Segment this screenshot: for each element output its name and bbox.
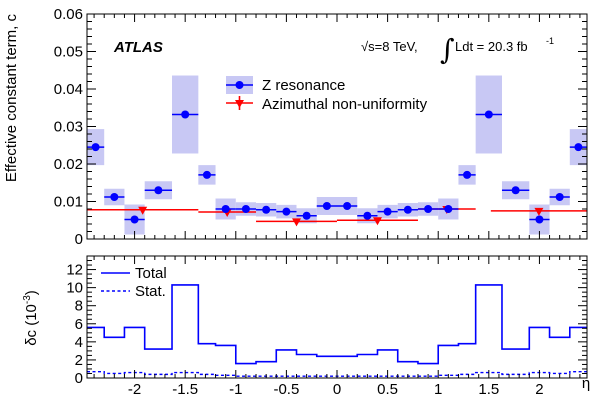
legend-total-label: Total [135, 265, 167, 282]
bottom-ytick-label-2: 4 [75, 334, 83, 351]
z-point-16 [424, 205, 433, 213]
z-resonance-series [87, 110, 587, 224]
z-point-9 [282, 207, 291, 216]
z-point-10 [302, 211, 311, 220]
z-point-0 [91, 143, 100, 152]
z-point-17 [444, 205, 453, 213]
experiment-label: ATLAS [113, 39, 163, 56]
energy-label: √s=8 TeV, [361, 39, 418, 54]
z-point-20 [511, 186, 520, 195]
bottom-y-label-suffix: ) [23, 290, 40, 295]
top-axes: 0 0.01 0.02 0.03 0.04 0.05 0.06 [54, 6, 587, 248]
energy-luminosity-label: √s=8 TeV, ∫ Ldt = 20.3 fb -1 [361, 33, 554, 66]
bottom-xtick-label-4: 0 [333, 381, 341, 398]
bottom-xtick-label-7: 1.5 [478, 381, 499, 398]
z-point-11 [322, 202, 331, 210]
azimuthal-series [87, 206, 587, 227]
z-point-1 [110, 193, 119, 201]
azimuthal-point-2 [292, 218, 302, 227]
z-point-4 [181, 110, 190, 119]
bottom-xtick-label-6: 1 [434, 381, 442, 398]
bottom-xtick-label-1: -1.5 [172, 381, 198, 398]
legend-azimuthal-label: Azimuthal non-uniformity [262, 96, 428, 113]
luminosity-label: Ldt = 20.3 fb [455, 39, 528, 54]
z-point-2 [130, 215, 139, 224]
z-point-12 [343, 202, 352, 210]
legend-azimuthal-marker [235, 100, 244, 108]
legend-z-marker [235, 81, 244, 89]
z-point-5 [202, 170, 211, 179]
z-point-14 [383, 207, 392, 216]
top-ytick-label-3: 0.03 [54, 119, 83, 136]
bottom-xtick-label-2: -1 [229, 381, 242, 398]
top-y-axis-label: Effective constant term, c [3, 14, 20, 183]
luminosity-exponent: -1 [546, 36, 554, 46]
top-ytick-label-0: 0 [75, 231, 83, 248]
bottom-y-label-exponent: -3 [22, 295, 33, 304]
legend-z-label: Z resonance [262, 77, 345, 94]
azimuthal-point-3 [372, 217, 382, 226]
z-point-7 [241, 205, 250, 213]
z-point-6 [221, 205, 230, 213]
top-ytick-label-1: 0.01 [54, 194, 83, 211]
bottom-ytick-label-0: 0 [75, 370, 83, 387]
legend-item-azimuthal: Azimuthal non-uniformity [226, 96, 428, 113]
z-point-21 [535, 215, 544, 224]
z-point-22 [555, 193, 564, 201]
top-ytick-label-6: 0.06 [54, 6, 83, 23]
legend-item-z-resonance: Z resonance [226, 76, 345, 94]
z-point-3 [154, 186, 163, 195]
z-point-18 [463, 170, 472, 179]
bottom-ytick-label-4: 8 [75, 298, 83, 315]
z-point-15 [403, 205, 412, 214]
bottom-ytick-label-5: 10 [66, 280, 83, 297]
legend-stat-label: Stat. [135, 283, 166, 300]
top-ytick-label-2: 0.02 [54, 156, 83, 173]
bottom-xtick-label-3: -0.5 [273, 381, 299, 398]
bottom-ytick-label-3: 6 [75, 316, 83, 333]
bottom-xtick-label-5: 0.5 [377, 381, 398, 398]
top-panel: 0 0.01 0.02 0.03 0.04 0.05 0.06 Effective cons… [3, 6, 588, 248]
z-point-23 [574, 143, 583, 152]
bottom-y-axis-label: δc (10-3) [22, 290, 40, 346]
z-point-13 [363, 211, 372, 220]
azimuthal-point-5 [534, 207, 544, 216]
top-ytick-label-4: 0.04 [54, 81, 83, 98]
bottom-ytick-label-1: 2 [75, 352, 83, 369]
z-point-19 [484, 110, 493, 119]
azimuthal-point-0 [138, 206, 148, 215]
top-ytick-label-5: 0.05 [54, 44, 83, 61]
x-axis-label: η [582, 375, 590, 392]
bottom-legend: Total Stat. [101, 265, 167, 300]
total-step-line [87, 284, 587, 365]
bottom-ytick-label-6: 12 [66, 262, 83, 279]
bottom-y-label-main: δc (10 [23, 304, 40, 346]
bottom-xtick-label-0: -2 [128, 381, 141, 398]
integral-sign: ∫ [440, 33, 455, 66]
top-legend: Z resonance Azimuthal non-uniformity [226, 76, 428, 113]
bottom-xtick-label-8: 2 [535, 381, 543, 398]
z-point-8 [262, 205, 271, 214]
